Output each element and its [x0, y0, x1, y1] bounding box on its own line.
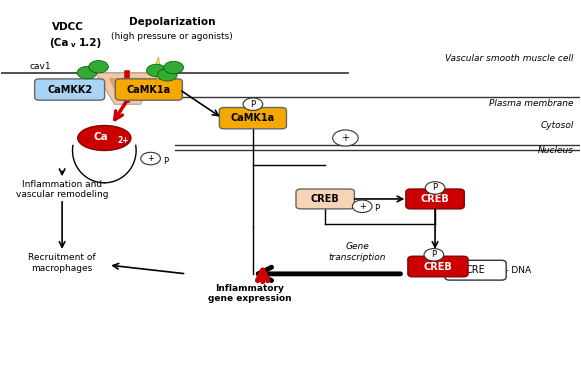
FancyBboxPatch shape — [115, 79, 182, 100]
Circle shape — [352, 200, 372, 212]
Text: (high pressure or agonists): (high pressure or agonists) — [111, 32, 233, 41]
Text: CREB: CREB — [424, 262, 453, 272]
Text: 2+: 2+ — [117, 136, 128, 145]
Text: Inflammatory
gene expression: Inflammatory gene expression — [208, 284, 292, 303]
Text: +: + — [342, 133, 349, 143]
FancyBboxPatch shape — [408, 256, 468, 277]
Text: CaMK1a: CaMK1a — [231, 113, 275, 123]
Text: 1.2): 1.2) — [79, 37, 102, 47]
Text: cav1: cav1 — [30, 62, 52, 71]
Text: Depolarization: Depolarization — [129, 17, 215, 27]
Text: Nucleus: Nucleus — [538, 146, 574, 155]
Circle shape — [164, 61, 184, 74]
FancyBboxPatch shape — [406, 189, 464, 209]
Text: Plasma membrane: Plasma membrane — [489, 99, 574, 108]
Text: Gene
transcription: Gene transcription — [328, 242, 386, 262]
Text: Vascular smooth muscle cell: Vascular smooth muscle cell — [446, 54, 574, 63]
Text: Ca: Ca — [94, 132, 108, 142]
FancyBboxPatch shape — [296, 189, 354, 209]
FancyBboxPatch shape — [35, 79, 105, 100]
Circle shape — [424, 249, 444, 261]
Text: VDCC: VDCC — [52, 22, 84, 32]
Text: v: v — [71, 43, 76, 48]
Polygon shape — [96, 73, 159, 104]
Text: CRE: CRE — [465, 265, 485, 275]
Text: Inflammation and
vascular remodeling: Inflammation and vascular remodeling — [16, 180, 108, 199]
Text: P: P — [250, 100, 256, 109]
Polygon shape — [153, 57, 167, 83]
Text: CREB: CREB — [421, 194, 450, 204]
Text: P: P — [431, 250, 436, 259]
Circle shape — [146, 64, 166, 77]
Text: CaMKK2: CaMKK2 — [47, 84, 92, 94]
Text: P: P — [374, 204, 379, 213]
Circle shape — [425, 182, 445, 194]
Circle shape — [89, 61, 109, 73]
Ellipse shape — [78, 125, 131, 151]
Circle shape — [157, 68, 177, 81]
Text: +: + — [358, 202, 365, 211]
Text: CaMK1a: CaMK1a — [127, 84, 171, 94]
Text: Cytosol: Cytosol — [540, 121, 574, 130]
FancyBboxPatch shape — [445, 260, 506, 280]
Circle shape — [141, 152, 160, 165]
Polygon shape — [110, 78, 145, 98]
Text: +: + — [147, 154, 154, 163]
Circle shape — [77, 66, 97, 79]
Circle shape — [243, 98, 263, 111]
Text: – DNA: – DNA — [504, 266, 531, 275]
Text: CREB: CREB — [311, 194, 339, 204]
FancyBboxPatch shape — [220, 108, 286, 129]
Text: P: P — [163, 157, 168, 166]
Circle shape — [333, 130, 358, 146]
Text: P: P — [432, 184, 437, 192]
Text: (Ca: (Ca — [49, 37, 69, 47]
Text: Recruitment of
macrophages: Recruitment of macrophages — [28, 253, 96, 273]
